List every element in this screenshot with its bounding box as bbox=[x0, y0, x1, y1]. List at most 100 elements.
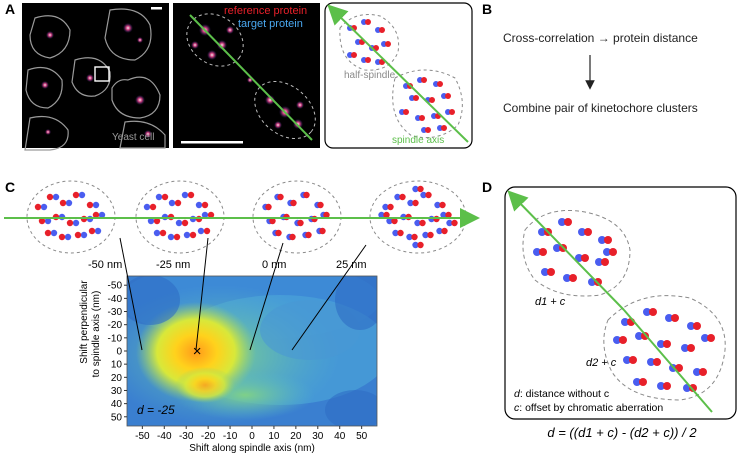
step-combine-clusters: Combine pair of kinetochore clusters bbox=[503, 101, 698, 115]
yeast-micrograph: Yeast cell bbox=[22, 3, 169, 151]
reference-protein-dot bbox=[539, 248, 547, 256]
reference-protein-dot bbox=[629, 356, 637, 364]
reference-protein-dot bbox=[649, 308, 657, 316]
shift-label-minus-50: -50 nm bbox=[88, 259, 122, 271]
target-protein-dot bbox=[195, 201, 203, 209]
reference-protein-dot bbox=[445, 211, 452, 219]
reference-protein-dot bbox=[66, 219, 74, 227]
reference-protein-dot bbox=[663, 340, 671, 348]
target-protein-dot bbox=[595, 258, 603, 266]
target-protein-dot bbox=[635, 332, 643, 340]
legend-target-protein: target protein bbox=[238, 18, 303, 30]
reference-protein-dot bbox=[439, 201, 446, 209]
target-protein-dot bbox=[44, 217, 52, 225]
reference-protein-dot bbox=[187, 191, 195, 199]
target-protein-dot bbox=[440, 211, 447, 219]
x-tick-label: -20 bbox=[201, 431, 216, 442]
target-protein-dot bbox=[621, 318, 629, 326]
target-protein-dot bbox=[414, 219, 421, 227]
reference-protein-dot bbox=[609, 248, 617, 256]
target-protein-dot bbox=[412, 185, 419, 193]
reference-protein-dot bbox=[425, 191, 432, 199]
y-tick-label: -40 bbox=[108, 294, 123, 305]
reference-protein-dot bbox=[584, 228, 592, 236]
reference-protein-dot bbox=[46, 193, 54, 201]
x-tick-label: 10 bbox=[268, 431, 280, 442]
reference-protein-dot bbox=[449, 109, 455, 115]
reference-protein-dot bbox=[269, 217, 276, 225]
reference-protein-dot bbox=[365, 19, 371, 25]
y-tick-label: -50 bbox=[108, 281, 123, 292]
y-tick-label: -10 bbox=[108, 333, 123, 344]
target-protein-dot bbox=[378, 211, 385, 219]
reference-protein-dot bbox=[421, 77, 427, 83]
reference-protein-dot bbox=[403, 109, 409, 115]
target-protein-dot bbox=[197, 227, 205, 235]
target-protein-dot bbox=[613, 336, 621, 344]
reference-protein-dot bbox=[265, 203, 272, 211]
reference-protein-dot bbox=[417, 241, 424, 249]
reference-protein-dot bbox=[59, 199, 67, 207]
reference-protein-dot bbox=[189, 231, 197, 239]
reference-protein-dot bbox=[277, 193, 284, 201]
reference-protein-dot bbox=[707, 334, 715, 342]
reference-protein-dot bbox=[149, 203, 157, 211]
reference-protein-dot bbox=[74, 231, 82, 239]
panel-label-a: A bbox=[5, 1, 15, 17]
reference-protein-dot bbox=[639, 378, 647, 386]
x-tick-label: 40 bbox=[334, 431, 346, 442]
reference-protein-dot bbox=[417, 185, 424, 193]
heatmap-y-label-line2: to spindle axis (nm) bbox=[91, 291, 102, 378]
shift-cluster-row bbox=[4, 180, 480, 254]
target-protein-dot bbox=[147, 217, 155, 225]
reference-protein-dot bbox=[92, 211, 100, 219]
target-protein-dot bbox=[181, 191, 189, 199]
y-tick-label: 0 bbox=[116, 347, 122, 358]
target-protein-dot bbox=[541, 268, 549, 276]
target-protein-dot bbox=[578, 228, 586, 236]
shift-connector-lines bbox=[119, 237, 367, 351]
reference-protein-dot bbox=[427, 231, 434, 239]
target-protein-dot bbox=[693, 368, 701, 376]
target-protein-dot bbox=[143, 203, 151, 211]
reference-protein-dot bbox=[689, 384, 697, 392]
reference-protein-dot bbox=[88, 227, 96, 235]
target-protein-dot bbox=[98, 211, 106, 219]
shift-label-25: 25 nm bbox=[336, 259, 367, 271]
panel-label-c: C bbox=[5, 179, 15, 195]
reference-protein-dot bbox=[429, 97, 435, 103]
reference-protein-dot bbox=[604, 236, 612, 244]
reference-protein-dot bbox=[319, 227, 326, 235]
target-protein-dot bbox=[681, 344, 689, 352]
y-tick-label: 20 bbox=[111, 373, 123, 384]
reference-protein-dot bbox=[413, 95, 419, 101]
x-tick-label: 30 bbox=[312, 431, 324, 442]
y-tick-label: -20 bbox=[108, 320, 123, 331]
reference-protein-dot bbox=[653, 358, 661, 366]
y-tick-label: 40 bbox=[111, 399, 123, 410]
reference-protein-dot bbox=[159, 229, 167, 237]
target-protein-dot bbox=[201, 211, 209, 219]
target-protein-dot bbox=[78, 191, 86, 199]
target-protein-dot bbox=[575, 254, 583, 262]
reference-protein-dot bbox=[365, 57, 371, 63]
reference-protein-dot bbox=[581, 254, 589, 262]
reference-protein-dot bbox=[451, 219, 458, 227]
reference-protein-dot bbox=[201, 201, 209, 209]
target-protein-dot bbox=[412, 241, 419, 249]
target-protein-dot bbox=[64, 233, 72, 241]
x-tick-label: 20 bbox=[290, 431, 302, 442]
y-tick-label: 10 bbox=[111, 360, 123, 371]
reference-protein-dot bbox=[181, 219, 189, 227]
target-protein-dot bbox=[155, 193, 163, 201]
heatmap-y-label-line1: Shift perpendicular bbox=[79, 280, 90, 364]
reference-protein-dot bbox=[547, 268, 555, 276]
reference-protein-dot bbox=[44, 229, 52, 237]
y-tick-label: 30 bbox=[111, 386, 123, 397]
x-tick-label: -10 bbox=[223, 431, 238, 442]
target-protein-dot bbox=[436, 227, 443, 235]
reference-protein-dot bbox=[564, 218, 572, 226]
distance-formula: d = ((d1 + c) - (d2 + c)) / 2 bbox=[547, 425, 697, 440]
target-protein-dot bbox=[657, 340, 665, 348]
